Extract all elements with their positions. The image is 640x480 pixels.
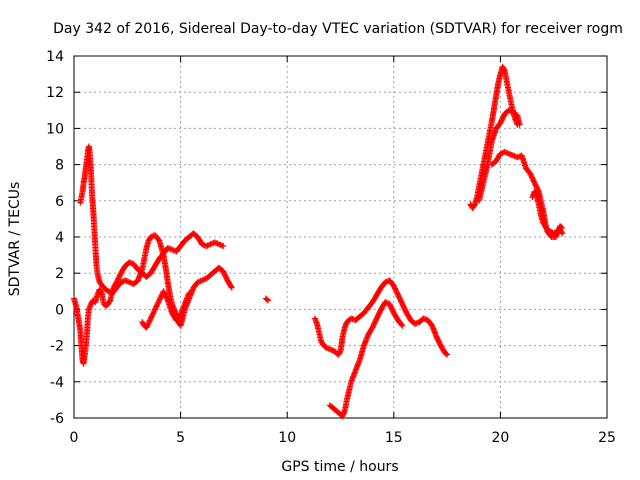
y-tick-label: -4 (50, 375, 64, 391)
data-point (336, 349, 343, 356)
series-segment-6 (326, 299, 406, 420)
data-point (559, 230, 566, 237)
y-tick-label: -2 (50, 339, 64, 355)
y-tick-label: 0 (55, 302, 64, 318)
data-point (144, 321, 151, 328)
series-segment-3 (139, 288, 193, 331)
chart-title: Day 342 of 2016, Sidereal Day-to-day VTE… (53, 21, 623, 37)
data-point (146, 318, 153, 325)
data-point (151, 307, 158, 314)
data-point (186, 290, 193, 297)
y-axis-label: SDTVAR / TECUs (7, 182, 23, 297)
data-point (220, 243, 227, 250)
data-point (106, 298, 113, 305)
data-point (150, 310, 157, 317)
data-point (532, 191, 539, 198)
data-point (500, 66, 507, 73)
series-segment-5 (311, 277, 451, 358)
data-point (443, 350, 450, 357)
y-tick-label: -6 (50, 411, 64, 427)
data-point (157, 293, 164, 300)
series-segment-7 (467, 63, 521, 212)
data-point (150, 309, 157, 316)
data-point (156, 296, 163, 303)
series-segment-8 (476, 107, 523, 204)
data-point (145, 320, 152, 327)
x-axis-label: GPS time / hours (281, 459, 398, 475)
y-tick-label: 8 (55, 158, 64, 174)
data-point (558, 229, 565, 236)
data-point (149, 311, 156, 318)
data-points (71, 63, 566, 420)
data-point (155, 299, 162, 306)
data-point (399, 322, 406, 329)
data-point (146, 317, 153, 324)
data-point (152, 305, 159, 312)
data-point (148, 313, 155, 320)
series-segment-4 (262, 295, 272, 304)
y-axis: -6 -4 -2 0 2 4 6 8 10 12 14 (46, 49, 607, 427)
data-point (228, 283, 235, 290)
y-tick-label: 12 (46, 85, 64, 101)
data-point (153, 303, 160, 310)
data-point (157, 295, 164, 302)
data-point (154, 300, 161, 307)
x-tick-label: 25 (598, 430, 616, 446)
data-point (263, 296, 270, 303)
x-tick-label: 10 (278, 430, 296, 446)
data-point (143, 324, 150, 331)
data-point (228, 284, 235, 291)
data-point (147, 316, 154, 323)
x-tick-label: 15 (385, 430, 403, 446)
x-tick-label: 20 (491, 430, 509, 446)
x-tick-label: 5 (176, 430, 185, 446)
series-segment-10 (529, 188, 566, 237)
data-point (148, 314, 155, 321)
data-point (152, 306, 159, 313)
y-tick-label: 14 (46, 49, 64, 65)
data-point (153, 302, 160, 309)
y-tick-label: 4 (55, 230, 64, 246)
y-tick-label: 6 (55, 194, 64, 210)
data-point (164, 296, 171, 303)
y-tick-label: 10 (46, 121, 64, 137)
data-point (144, 323, 151, 330)
data-point (265, 297, 272, 304)
data-point (398, 321, 405, 328)
y-tick-label: 2 (55, 266, 64, 282)
data-point (98, 288, 105, 295)
data-point (471, 202, 478, 209)
x-tick-label: 0 (70, 430, 79, 446)
x-axis: 0 5 10 15 20 25 (70, 56, 616, 446)
data-point (444, 351, 451, 358)
data-point (155, 298, 162, 305)
data-point (516, 121, 523, 128)
